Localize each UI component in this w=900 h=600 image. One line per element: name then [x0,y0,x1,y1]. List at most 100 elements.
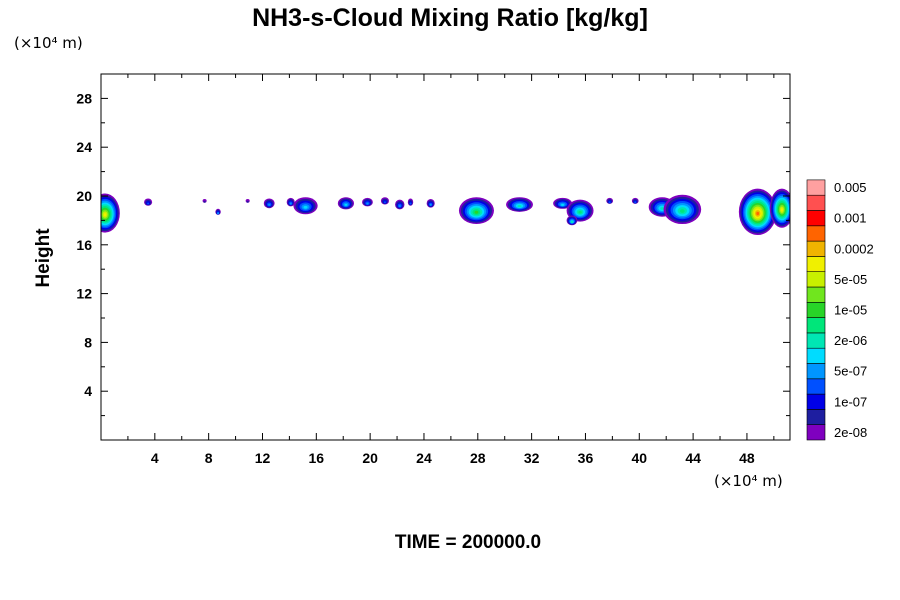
cloud-contour [608,201,611,204]
cloud-region [458,197,494,225]
cloud-region [144,198,153,206]
y-axis-title: Height [33,228,54,288]
cloud-region [245,199,250,203]
colorbar-swatch [806,240,826,257]
y-tick-label: 20 [76,188,92,204]
colorbar-label: 1e-05 [834,302,867,317]
cloud-contour [398,205,401,208]
cloud-region [663,194,702,225]
plot-frame [100,73,791,441]
cloud-region [769,188,790,228]
colorbar-swatch [806,347,826,364]
x-tick-label: 28 [470,450,486,466]
cloud-region [380,197,389,205]
cloud-contour [634,201,637,204]
x-axis: 4 8 12 16 20 24 28 32 36 40 44 48 [127,74,775,466]
colorbar-swatch [806,271,826,288]
cloud-contour [289,202,292,205]
colorbar-swatch [806,409,826,425]
y-tick-label: 8 [84,334,92,350]
colorbar-label: 5e-07 [834,364,867,379]
y-tick-label: 28 [76,90,92,106]
cloud-contour [217,212,220,215]
cloud-region [566,215,578,226]
x-tick-label: 8 [205,450,213,466]
cloud-contour [780,208,783,212]
colorbar-swatch [806,317,826,334]
cloud-contour [366,202,369,205]
colorbar-swatch [806,363,826,380]
colorbar: 2e-08 1e-07 5e-07 2e-06 1e-05 5e-05 0.0002 0.00… [806,179,874,441]
colorbar-swatch [806,256,826,272]
cloud-contour [561,203,565,206]
colorbar-swatch [806,424,826,441]
x-tick-label: 32 [524,450,540,466]
cloud-contour [303,205,308,209]
colorbar-label: 1e-07 [834,394,867,409]
cloud-contour [203,200,206,203]
colorbar-swatch [806,225,826,242]
x-tick-label: 20 [362,450,378,466]
cloud-region [566,199,594,222]
x-tick-label: 40 [631,450,647,466]
cloud-region [606,197,614,204]
x-tick-label: 24 [416,450,432,466]
colorbar-swatch [806,378,826,395]
colorbar-swatch [806,332,826,349]
x-tick-label: 16 [309,450,325,466]
cloud-region [407,198,414,206]
x-tick-label: 36 [578,450,594,466]
x-axis-unit: (×10⁴ m) [714,472,783,490]
cloud-region [215,208,221,215]
cloud-contour [409,202,412,205]
x-tick-label: 4 [151,450,159,466]
cloud-contour [474,210,479,214]
x-tick-label: 48 [739,450,755,466]
cloud-region [426,199,435,208]
cloud-region [395,199,405,210]
cloud-contour [268,203,271,206]
cloud-region [553,197,572,209]
colorbar-swatch [806,210,826,227]
cloud-region [286,197,295,207]
colorbar-label: 2e-06 [834,333,867,348]
y-tick-label: 24 [76,139,92,155]
colorbar-label: 0.005 [834,180,867,195]
cloud-contour [383,201,386,204]
cloud-contour [756,211,760,216]
cloud-contour [517,205,522,208]
cloud-contour [570,220,573,223]
y-tick-label: 4 [84,383,92,399]
colorbar-label: 5e-05 [834,272,867,287]
cloud-region [631,197,639,204]
cloud-field [101,188,790,236]
colorbar-swatch [806,286,826,303]
cloud-contour [344,203,348,206]
colorbar-swatch [806,393,826,410]
x-tick-label: 12 [255,450,271,466]
colorbar-swatch [806,179,826,196]
cloud-region [738,188,777,236]
y-axis: 4 8 12 16 20 24 28 [76,90,790,417]
cloud-contour [103,213,107,217]
cloud-region [101,193,120,233]
colorbar-swatch [806,194,826,211]
colorbar-label: 0.001 [834,211,867,226]
colorbar-swatch [806,301,826,318]
y-tick-label: 16 [76,237,92,253]
colorbar-label: 0.0002 [834,241,874,256]
cloud-region [293,197,318,215]
cloud-region [506,197,533,212]
cloud-contour [578,210,582,214]
cloud-region [337,197,354,210]
time-label: TIME = 200000.0 [394,532,542,553]
cloud-contour [429,203,432,206]
y-axis-unit: (×10⁴ m) [14,34,83,52]
colorbar-label: 2e-08 [834,425,867,440]
y-tick-label: 12 [76,286,92,302]
chart-title: NH3-s-Cloud Mixing Ratio [kg/kg] [252,4,648,32]
cloud-contour [246,200,249,203]
cloud-contour [660,207,665,210]
cloud-region [202,199,207,203]
